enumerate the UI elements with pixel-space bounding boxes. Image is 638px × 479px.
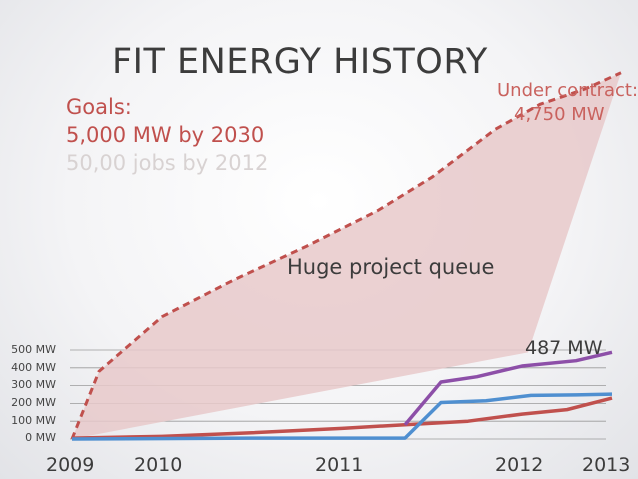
series-line-purple xyxy=(403,350,613,426)
under-contract-value: 4,750 MW xyxy=(514,104,605,125)
project-queue-label: Huge project queue xyxy=(287,255,495,279)
y-tick-label: 100 MW xyxy=(11,414,56,427)
x-tick-label: 2009 xyxy=(46,454,95,476)
y-tick-label: 0 MW xyxy=(25,431,56,444)
project-queue-area xyxy=(70,71,622,440)
x-tick-label: 2011 xyxy=(315,454,364,476)
queue-area-fill xyxy=(72,72,621,440)
series-line-blue xyxy=(71,392,613,441)
x-tick-label: 2010 xyxy=(134,454,183,476)
under-contract-label: Under contract: xyxy=(497,80,638,101)
goals-mw-target: 5,000 MW by 2030 xyxy=(66,123,265,147)
y-tick-label: 300 MW xyxy=(11,378,56,391)
goals-title: Goals: xyxy=(66,95,132,119)
y-tick-label: 400 MW xyxy=(11,361,56,374)
y-tick-label: 500 MW xyxy=(11,343,56,356)
x-tick-label: 2013 xyxy=(582,454,631,476)
series-lines xyxy=(71,350,613,441)
queue-dashed-line xyxy=(70,71,622,440)
chart-title: FIT ENERGY HISTORY xyxy=(112,42,488,82)
goals-jobs-target: 50,00 jobs by 2012 xyxy=(66,151,269,175)
end-value-label: 487 MW xyxy=(525,337,603,359)
x-tick-label: 2012 xyxy=(495,454,544,476)
y-tick-label: 200 MW xyxy=(11,396,56,409)
